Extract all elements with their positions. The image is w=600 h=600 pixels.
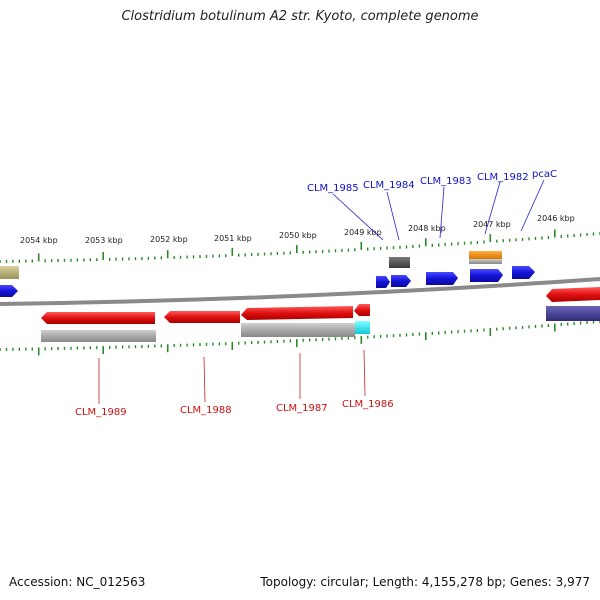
gene-label-clm-1983[interactable]: CLM_1983 (420, 176, 472, 187)
genome-summary-text: Topology: circular; Length: 4,155,278 bp… (260, 575, 590, 589)
rna-feature-clm-1989[interactable] (41, 330, 156, 342)
gene-arrow-blue-left-edge[interactable] (0, 285, 18, 297)
top-tick-ruler (0, 229, 600, 263)
ruler-label-2053: 2053 kbp (85, 236, 123, 245)
gene-label-clm-1987[interactable]: CLM_1987 (276, 403, 328, 414)
gene-label-clm-1982[interactable]: CLM_1982 (477, 172, 529, 183)
gene-label-clm-1984[interactable]: CLM_1984 (363, 180, 415, 191)
gray-feature-top[interactable] (469, 259, 502, 264)
gene-label-clm-1985[interactable]: CLM_1985 (307, 183, 359, 194)
ruler-label-2047: 2047 kbp (473, 220, 511, 229)
gene-arrow-clm-1984[interactable] (391, 275, 411, 287)
gene-arrow-clm-1983[interactable] (426, 272, 458, 285)
gene-arrow-clm-1989[interactable] (41, 312, 155, 324)
ruler-label-2049: 2049 kbp (344, 228, 382, 237)
rna-feature-clm-1987[interactable] (241, 323, 355, 337)
ruler-label-2051: 2051 kbp (214, 234, 252, 243)
top-leader-lines (332, 179, 545, 241)
ruler-label-2048: 2048 kbp (408, 224, 446, 233)
ruler-label-2046: 2046 kbp (537, 214, 575, 223)
gene-label-clm-1986[interactable]: CLM_1986 (342, 399, 394, 410)
gene-arrow-clm-1986[interactable] (354, 304, 370, 316)
genome-title: Clostridium botulinum A2 str. Kyoto, com… (121, 9, 479, 24)
olive-feature[interactable] (0, 266, 19, 279)
bottom-tick-ruler (0, 320, 600, 356)
bottom-leader-lines (98, 349, 366, 404)
ruler-label-2050: 2050 kbp (279, 231, 317, 240)
gene-arrow-clm-1988[interactable] (164, 311, 240, 323)
ruler-label-2052: 2052 kbp (150, 235, 188, 244)
gene-label-pcac[interactable]: pcaC (532, 169, 557, 180)
purple-feature-right-edge[interactable] (546, 306, 600, 321)
accession-text: Accession: NC_012563 (9, 575, 146, 589)
cyan-feature-clm-1986[interactable] (355, 321, 370, 334)
gene-arrow-pcac[interactable] (512, 266, 535, 279)
gene-label-clm-1989[interactable]: CLM_1989 (75, 407, 127, 418)
ruler-label-2054: 2054 kbp (20, 236, 58, 245)
orange-feature[interactable] (469, 251, 502, 259)
gene-arrow-clm-1987[interactable] (241, 306, 353, 320)
gene-arrow-clm-1982[interactable] (470, 269, 503, 282)
gene-arrow-clm-1985[interactable] (376, 276, 390, 288)
genome-backbone (0, 277, 600, 306)
gene-clm-1985-box[interactable] (389, 257, 410, 268)
gene-arrow-red-right-edge[interactable] (546, 287, 600, 302)
gene-label-clm-1988[interactable]: CLM_1988 (180, 405, 232, 416)
